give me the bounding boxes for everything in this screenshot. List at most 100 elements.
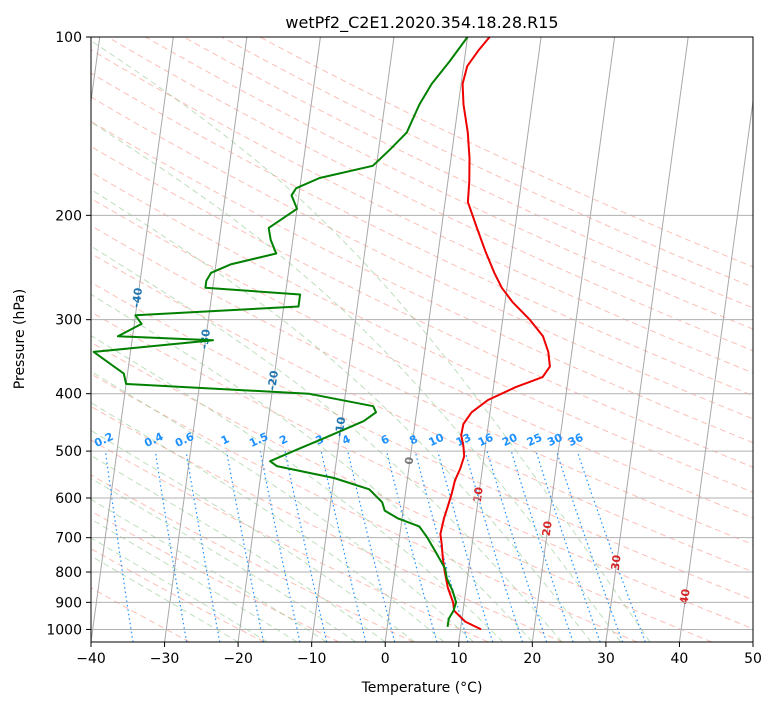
- dry-adiabat: [91, 439, 489, 642]
- mixing-ratio-label: 13: [454, 431, 473, 449]
- dry-adiabat: [91, 341, 712, 642]
- y-tick-label: 800: [55, 565, 82, 581]
- isotherm-label: 40: [678, 588, 693, 605]
- temperature-profile-line: [439, 37, 551, 631]
- y-tick-label: 200: [55, 208, 82, 224]
- moist-adiabat: [91, 370, 474, 642]
- mixing-ratio-line: [284, 450, 328, 642]
- isotherm-line: [531, 37, 616, 642]
- dry-adiabat: [91, 225, 753, 546]
- isotherm-line: [91, 37, 174, 642]
- mixing-ratio-line: [510, 450, 574, 642]
- dry-adiabat: [91, 281, 753, 601]
- moist-adiabat: [91, 40, 651, 642]
- y-tick-label: 100: [55, 30, 82, 46]
- dry-adiabat: [107, 37, 753, 352]
- mixing-ratio-label: 4: [340, 432, 353, 447]
- mixing-ratio-line: [185, 451, 221, 642]
- moist-adiabat: [91, 518, 298, 642]
- dry-adiabat: [91, 373, 638, 642]
- mixing-ratio-label: 10: [427, 431, 447, 449]
- x-axis-label: Temperature (°C): [361, 680, 483, 696]
- mixing-ratio-label: 36: [566, 431, 586, 449]
- mixing-ratio-line: [464, 450, 524, 642]
- moist-adiabat: [91, 188, 592, 642]
- dry-adiabat: [91, 145, 753, 468]
- isotherm-label: 0: [402, 456, 416, 466]
- y-tick-label: 900: [55, 595, 82, 611]
- isotherm-label: 10: [471, 486, 486, 503]
- x-tick-label: 40: [671, 651, 689, 667]
- mixing-ratio-line: [347, 450, 396, 642]
- y-tick-label: 500: [55, 444, 82, 460]
- dry-adiabat: [91, 197, 753, 519]
- x-axis-ticks: −40 −30 −20 −10 0 10 20 30 40 50: [76, 642, 762, 667]
- pressure-gridlines: [91, 37, 753, 630]
- moist-adiabat: [91, 245, 563, 642]
- mixing-ratio-label: 6: [379, 432, 392, 447]
- mixing-ratio-line: [386, 450, 438, 642]
- isotherm-label: -50: [62, 245, 78, 267]
- isotherm-label: -60: [0, 204, 9, 226]
- isotherm-line: [311, 37, 395, 642]
- isotherm-line: [458, 37, 542, 642]
- mixing-ratio-label: 16: [476, 431, 496, 449]
- dry-adiabat: [91, 253, 753, 573]
- y-tick-label: 400: [55, 387, 82, 403]
- y-axis-label: Pressure (hPa): [12, 289, 28, 389]
- y-tick-label: 300: [55, 313, 82, 329]
- dry-adiabat: [221, 37, 753, 288]
- mixing-ratio-line: [437, 450, 494, 642]
- moist-adiabat: [91, 537, 268, 642]
- mixing-ratio-label: 8: [407, 432, 419, 447]
- dry-adiabat: [91, 510, 340, 642]
- isotherm-line: [237, 37, 321, 642]
- dry-adiabat: [91, 96, 753, 420]
- isotherm-line: [752, 638, 753, 642]
- mixing-ratio-line: [414, 450, 469, 642]
- isotherm-label: 20: [540, 520, 555, 537]
- mixing-ratio-label: 30: [545, 431, 565, 449]
- moist-adiabat: [91, 293, 533, 642]
- dry-adiabat: [91, 120, 753, 444]
- profile-series: [92, 37, 551, 631]
- dry-adiabat: [91, 548, 265, 642]
- x-tick-label: −40: [76, 651, 106, 667]
- isotherm-label: -40: [130, 287, 146, 309]
- moist-adiabat: [91, 555, 239, 642]
- isotherm-line: [384, 37, 469, 642]
- dry-adiabat: [91, 72, 753, 397]
- dry-adiabat: [145, 37, 753, 330]
- dry-adiabat: [91, 171, 753, 493]
- isotherm-label: -20: [265, 369, 281, 391]
- y-tick-label: 1000: [46, 622, 82, 638]
- mixing-ratio-label: 25: [525, 431, 544, 449]
- moist-adiabat: [91, 454, 386, 642]
- dry-adiabat: [91, 405, 563, 642]
- mixing-ratio-line: [555, 450, 624, 642]
- y-tick-label: 600: [55, 491, 82, 507]
- mixing-ratio-label: 20: [500, 431, 520, 449]
- x-tick-label: −30: [150, 651, 180, 667]
- dry-adiabat: [183, 37, 753, 309]
- x-tick-label: 20: [523, 651, 541, 667]
- mixing-ratio-label: 1: [219, 432, 231, 447]
- x-tick-label: 0: [381, 651, 390, 667]
- mixing-ratio-line: [104, 451, 134, 642]
- y-axis-ticks: 100 200 300 400 500 600 700 800 900 1000: [46, 30, 91, 638]
- isotherm-line: [91, 37, 101, 105]
- mixing-ratio-line: [226, 450, 265, 642]
- isotherm-label: -30: [197, 328, 213, 350]
- background-lines: [91, 37, 753, 642]
- x-tick-label: −20: [223, 651, 253, 667]
- moist-adiabat: [91, 121, 621, 642]
- moist-adiabat: [91, 498, 327, 642]
- chart-title: wetPf2_C2E1.2020.354.18.28.R15: [285, 13, 558, 33]
- x-tick-label: 50: [744, 651, 762, 667]
- plot-frame: [90, 36, 754, 643]
- x-tick-label: 30: [597, 651, 615, 667]
- moist-adiabat: [91, 429, 415, 642]
- x-tick-label: 10: [450, 651, 468, 667]
- mixing-ratio-line: [320, 450, 367, 642]
- isotherm-line: [678, 97, 753, 642]
